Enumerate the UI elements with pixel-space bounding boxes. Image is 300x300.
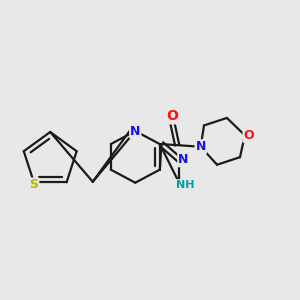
Text: S: S xyxy=(29,178,38,191)
Text: N: N xyxy=(130,124,140,137)
Text: N: N xyxy=(196,140,206,153)
Text: O: O xyxy=(244,129,254,142)
Text: N: N xyxy=(178,153,189,166)
Text: NH: NH xyxy=(176,180,195,190)
Text: O: O xyxy=(166,110,178,123)
